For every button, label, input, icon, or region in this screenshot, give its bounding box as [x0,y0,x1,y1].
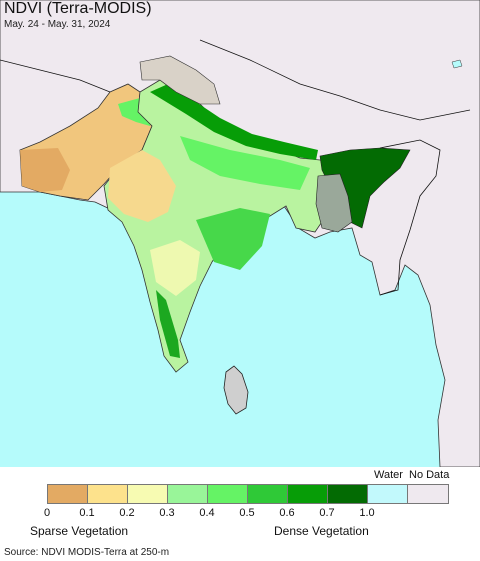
legend-tick: 0.2 [119,507,135,519]
central-green [196,208,270,270]
legend-color-bar [47,484,449,504]
deccan-sparse [150,240,200,296]
legend-tick: 0.5 [239,507,255,519]
lake-icon [451,59,463,69]
map-title: NDVI (Terra-MODIS) [4,0,152,17]
myanmar-border [379,139,441,296]
legend-swatch [368,485,408,503]
western-ghats [156,290,180,358]
legend-water-label: Water [374,469,403,481]
legend-tick: 0.1 [79,507,95,519]
legend-sparse-label: Sparse Vegetation [30,524,129,538]
thar-dry [108,150,176,222]
legend-tick: 0.4 [199,507,215,519]
pakistan-desert-west [20,148,70,192]
legend-swatch [248,485,288,503]
legend-tick: 0 [43,507,51,519]
legend-swatch [128,485,168,503]
legend-tick: 1.0 [359,507,375,519]
ndvi-map: NDVI (Terra-MODIS) May. 24 - May. 31, 20… [0,0,480,467]
himalaya-dense [150,84,318,160]
legend-dense-label: Dense Vegetation [274,524,369,538]
map-canvas [0,0,480,467]
legend-swatch [328,485,368,503]
legend: Water No Data 0 0.1 0.2 0.3 0.4 0.5 0.6 … [0,467,480,545]
kashmir-region [139,55,221,105]
legend-swatch [288,485,328,503]
legend-swatch [408,485,448,503]
legend-tick: 0.7 [319,507,335,519]
legend-swatch [168,485,208,503]
legend-swatch [208,485,248,503]
legend-tick: 0.3 [159,507,175,519]
legend-swatch [88,485,128,503]
map-date-range: May. 24 - May. 31, 2024 [4,19,111,30]
source-footer: Source: NDVI MODIS-Terra at 250-m [0,545,480,561]
legend-nodata-label: No Data [409,469,450,481]
legend-tick: 0.6 [279,507,295,519]
source-text: Source: NDVI MODIS-Terra at 250-m [4,547,170,558]
bangladesh-region [315,173,353,233]
legend-swatch [48,485,88,503]
country-border-north [0,39,471,121]
sri-lanka [223,365,249,415]
gangetic-plain [180,136,310,190]
